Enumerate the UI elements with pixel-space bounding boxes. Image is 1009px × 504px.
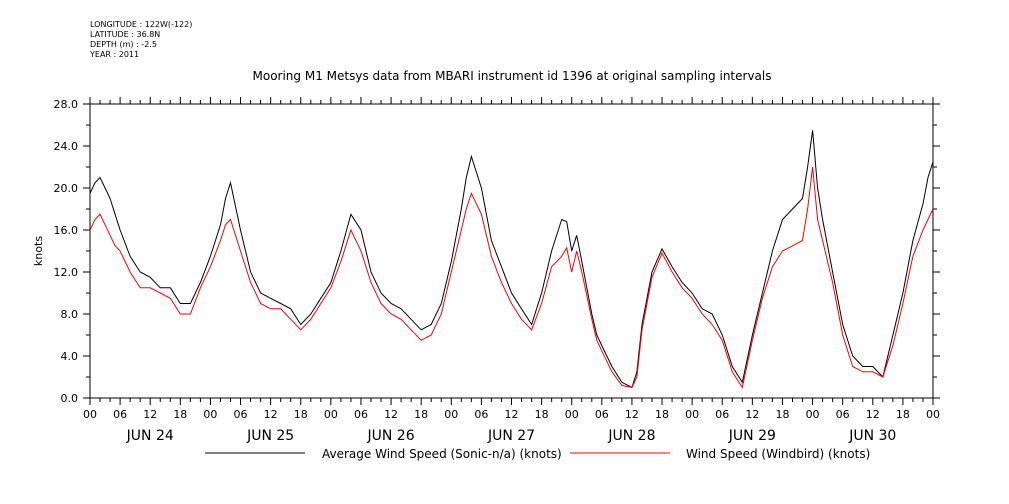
x-tick-label: 18 bbox=[655, 408, 669, 421]
y-tick-labels: 0.0 4.0 8.0 12.0 16.0 20.0 24.0 28.0 bbox=[54, 98, 79, 405]
x-tick-labels: 00 06 12 18 00 06 12 18 00 06 12 18 00 06 12 18 00 06 12 18… bbox=[83, 408, 940, 421]
series-group bbox=[89, 130, 934, 389]
axis-ticks bbox=[83, 97, 940, 405]
day-label: JUN 25 bbox=[246, 428, 294, 444]
x-tick-label: 06 bbox=[474, 408, 488, 421]
x-tick-label: 00 bbox=[685, 408, 699, 421]
x-tick-label: 12 bbox=[143, 408, 157, 421]
metadata-block: LONGITUDE : 122W(-122) LATITUDE : 36.8N … bbox=[90, 20, 192, 60]
x-tick-label: 18 bbox=[294, 408, 308, 421]
y-axis-label: knots bbox=[32, 236, 45, 266]
x-tick-label: 06 bbox=[715, 408, 729, 421]
y-tick-label: 8.0 bbox=[61, 308, 79, 321]
day-label: JUN 29 bbox=[728, 428, 776, 444]
y-tick-label: 0.0 bbox=[61, 392, 79, 405]
y-tick-label: 4.0 bbox=[61, 350, 79, 363]
x-tick-label: 18 bbox=[414, 408, 428, 421]
x-tick-label: 00 bbox=[444, 408, 458, 421]
depth-label: DEPTH (m) : -2.5 bbox=[90, 40, 157, 49]
legend-label-windbird: Wind Speed (Windbird) (knots) bbox=[686, 447, 870, 461]
y-tick-label: 16.0 bbox=[54, 224, 79, 237]
x-tick-label: 00 bbox=[926, 408, 940, 421]
x-tick-label: 00 bbox=[324, 408, 338, 421]
x-tick-label: 06 bbox=[836, 408, 850, 421]
longitude-label: LONGITUDE : 122W(-122) bbox=[90, 20, 193, 29]
x-tick-label: 18 bbox=[173, 408, 187, 421]
x-tick-label: 06 bbox=[354, 408, 368, 421]
series-line-sonic bbox=[89, 130, 934, 389]
x-tick-label: 00 bbox=[203, 408, 217, 421]
legend-label-sonic: Average Wind Speed (Sonic-n/a) (knots) bbox=[322, 447, 562, 461]
x-tick-label: 00 bbox=[806, 408, 820, 421]
x-tick-label: 06 bbox=[595, 408, 609, 421]
x-tick-label: 18 bbox=[775, 408, 789, 421]
x-tick-label: 00 bbox=[83, 408, 97, 421]
x-tick-label: 12 bbox=[866, 408, 880, 421]
x-tick-label: 12 bbox=[505, 408, 519, 421]
year-label: YEAR : 2011 bbox=[90, 50, 140, 59]
y-tick-label: 28.0 bbox=[54, 98, 79, 111]
x-tick-label: 18 bbox=[535, 408, 549, 421]
day-label: JUN 26 bbox=[367, 428, 415, 444]
day-label: JUN 28 bbox=[607, 428, 655, 444]
day-labels: JUN 24 JUN 25 JUN 26 JUN 27 JUN 28 JUN 29 JUN … bbox=[126, 428, 897, 444]
x-tick-label: 18 bbox=[896, 408, 910, 421]
x-tick-label: 12 bbox=[264, 408, 278, 421]
y-tick-label: 24.0 bbox=[54, 140, 79, 153]
x-tick-label: 06 bbox=[113, 408, 127, 421]
y-tick-label: 12.0 bbox=[54, 266, 79, 279]
x-tick-label: 12 bbox=[384, 408, 398, 421]
latitude-label: LATITUDE : 36.8N bbox=[90, 30, 161, 39]
x-tick-label: 00 bbox=[565, 408, 579, 421]
x-tick-label: 06 bbox=[234, 408, 248, 421]
y-tick-label: 20.0 bbox=[54, 182, 79, 195]
series-line-windbird bbox=[89, 166, 934, 389]
day-label: JUN 27 bbox=[487, 428, 535, 444]
x-tick-label: 12 bbox=[625, 408, 639, 421]
day-label: JUN 24 bbox=[126, 428, 174, 444]
x-tick-label: 12 bbox=[745, 408, 759, 421]
chart-title: Mooring M1 Metsys data from MBARI instru… bbox=[253, 69, 772, 83]
day-label: JUN 30 bbox=[848, 428, 896, 444]
